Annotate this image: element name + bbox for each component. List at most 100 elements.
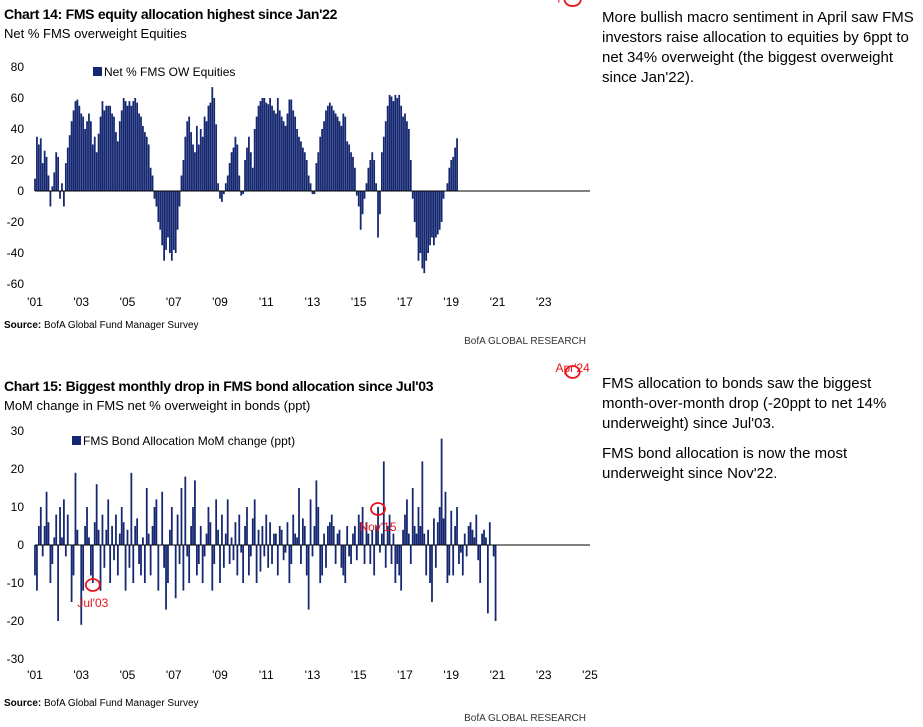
chart15-legend-swatch	[72, 436, 81, 445]
chart14-bar	[434, 191, 437, 238]
chart14-bar	[269, 98, 271, 191]
chart14-bar	[392, 101, 395, 191]
chart14-bar	[136, 102, 139, 191]
chart15-bar	[330, 514, 333, 545]
chart14-bar	[421, 191, 424, 269]
chart15-bar	[438, 507, 441, 545]
chart14-bar	[51, 186, 54, 191]
chart14-bar	[294, 116, 297, 191]
chart15-bar	[467, 526, 470, 545]
chart15-legend-label: FMS Bond Allocation MoM change (ppt)	[83, 434, 295, 448]
chart15-bar	[452, 545, 455, 576]
chart15-bar	[111, 526, 113, 545]
chart14-bar	[232, 147, 235, 191]
chart15-bar	[311, 545, 314, 557]
chart14-xtick-label: '07	[166, 295, 182, 309]
chart15-bar	[367, 533, 370, 545]
chart14-bar	[431, 191, 433, 238]
chart15-bar	[340, 545, 343, 568]
chart14-xtick-label: '11	[259, 295, 274, 309]
chart14-bar	[109, 105, 112, 191]
chart15-bar	[288, 545, 291, 583]
chart14-bar	[286, 113, 289, 191]
chart15-bar	[290, 545, 293, 564]
chart14-ytick-label: 80	[11, 60, 25, 74]
chart15-bar	[226, 499, 229, 545]
chart14-bar	[382, 136, 385, 191]
chart15-bar	[203, 545, 206, 557]
chart14-bar	[246, 147, 248, 191]
chart15-bar	[217, 529, 219, 545]
chart15-bar	[488, 522, 491, 545]
chart15-bar	[380, 533, 383, 545]
chart14-bar	[303, 152, 306, 191]
chart15-bar	[151, 526, 154, 545]
chart14-bar	[328, 102, 331, 191]
chart15-bar	[205, 533, 208, 545]
chart15-bar	[377, 507, 379, 545]
chart15-highlight-label: Jul'03	[77, 596, 108, 610]
chart14-bar	[115, 132, 117, 191]
chart15-xtick-label: '15	[351, 668, 367, 682]
chart15-bar	[332, 526, 335, 545]
chart14-bar	[298, 136, 300, 191]
chart15-bar	[89, 545, 92, 576]
chart14-bar	[273, 110, 275, 191]
chart14-bar	[242, 191, 245, 195]
chart15-bar	[224, 533, 227, 545]
chart14-bar	[217, 183, 219, 191]
chart14-bar	[402, 116, 404, 191]
chart15-bar	[386, 526, 389, 545]
chart14-bar	[84, 129, 86, 191]
chart15-bar	[440, 438, 443, 545]
chart15-commentary-text-2: FMS bond allocation is now the most unde…	[602, 445, 848, 482]
chart15-bar	[402, 529, 404, 545]
chart15-bar	[186, 545, 189, 557]
chart14-title: Chart 14: FMS equity allocation highest …	[4, 6, 338, 22]
chart15-bar	[365, 522, 368, 545]
chart14-xtick-label: '01	[27, 295, 43, 309]
chart15-bar	[59, 507, 61, 545]
chart14-source: Source: BofA Global Fund Manager Survey	[4, 320, 199, 331]
chart14-bar	[263, 98, 266, 191]
chart14-plot: 80 60 40 20 0 -20 -40 -60'01 '03 '05 '07 '09 '11 '13 '…	[7, 0, 590, 309]
chart14-bar	[186, 121, 189, 191]
chart14-bar	[300, 141, 302, 191]
chart14-bar	[452, 156, 455, 191]
chart15-bar	[176, 514, 179, 545]
chart14-bar	[124, 101, 127, 191]
chart15-bar	[479, 545, 482, 583]
chart14-bar	[346, 141, 349, 191]
chart14-bar	[70, 121, 73, 191]
chart14-bar	[72, 110, 75, 191]
chart14-bar	[317, 152, 320, 191]
chart15-bar	[105, 529, 108, 545]
chart14-bar	[78, 105, 81, 191]
chart15-bar	[417, 507, 420, 545]
chart14-bar	[365, 183, 368, 191]
chart15-bar	[180, 488, 183, 545]
chart15-bar	[257, 529, 260, 545]
chart15-xtick-label: '13	[305, 668, 321, 682]
chart15-bar	[292, 514, 295, 545]
chart15-bar	[271, 545, 273, 564]
chart15-bar	[492, 545, 495, 557]
chart15-bar	[91, 545, 94, 583]
chart15-ytick-label: 30	[11, 424, 25, 438]
chart14-bar	[334, 113, 337, 191]
chart15-bar	[454, 526, 456, 545]
chart15-bar	[388, 514, 391, 545]
chart14-bar	[88, 113, 90, 191]
chart15-bar	[369, 545, 372, 564]
chart14-ytick-label: 20	[11, 153, 25, 167]
chart15-bar	[130, 472, 133, 545]
chart14-bar	[234, 136, 237, 191]
chart15-commentary: FMS allocation to bonds saw the biggest …	[602, 374, 920, 494]
chart15-bar	[458, 545, 460, 564]
chart14-bar	[350, 152, 352, 191]
chart15-bar	[423, 533, 426, 545]
chart15-bar	[327, 526, 329, 545]
chart14-bar	[400, 105, 403, 191]
chart15-bar	[142, 537, 144, 545]
chart15-bar	[167, 545, 169, 583]
